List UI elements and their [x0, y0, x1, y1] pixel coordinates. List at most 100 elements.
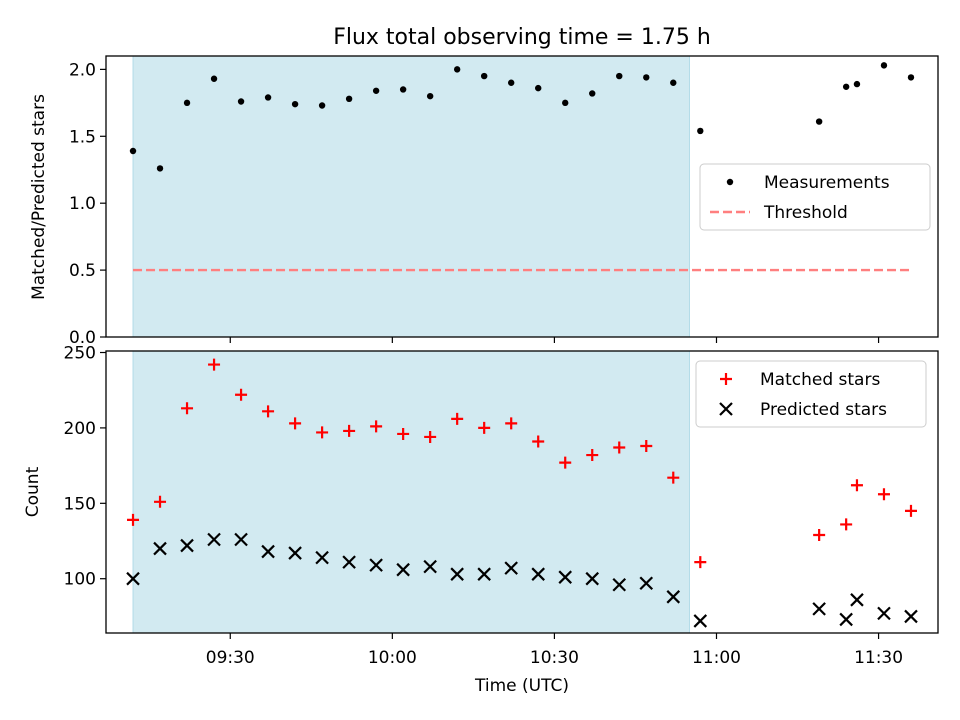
measurement-point — [237, 98, 245, 105]
matched-stars-point — [505, 417, 518, 430]
y-tick-label: 0.0 — [69, 328, 96, 348]
x-tick-label: 10:00 — [368, 648, 417, 668]
matched-stars-point — [559, 456, 572, 469]
legend-label: Measurements — [764, 173, 890, 193]
matched-stars-point — [343, 424, 356, 437]
measurement-point — [697, 127, 704, 135]
matched-stars-point — [424, 430, 437, 443]
predicted-stars-point — [639, 576, 654, 591]
measurement-point — [183, 99, 191, 107]
matched-stars-point — [667, 471, 680, 484]
predicted-stars-point — [369, 558, 383, 572]
predicted-stars-point — [153, 541, 167, 556]
matched-stars-point — [850, 479, 863, 492]
y-tick-label: 0.5 — [69, 261, 96, 281]
legend-box — [699, 163, 931, 231]
matched-stars-point — [586, 449, 599, 462]
x-tick-label: 09:30 — [206, 648, 255, 668]
x-tick-label: 11:30 — [854, 648, 903, 668]
legend-label: Threshold — [763, 203, 848, 223]
predicted-stars-point — [877, 606, 891, 621]
matched-stars-point — [127, 513, 140, 526]
measurement-point — [129, 147, 137, 155]
matched-stars-point — [613, 441, 626, 454]
measurement-point — [399, 86, 407, 93]
measurement-point — [616, 72, 623, 80]
predicted-stars-point — [850, 593, 864, 607]
measurement-point — [426, 92, 434, 100]
predicted-stars-point — [450, 567, 464, 581]
legend-predicted-marker — [719, 402, 733, 416]
measurement-point — [507, 79, 515, 86]
measurement-point — [318, 102, 326, 109]
observing-interval-shade — [132, 55, 690, 338]
count-y-axis-label: Count — [23, 466, 43, 517]
predicted-stars-point — [315, 550, 329, 565]
ratio-panel: 0.0 0.5 1.0 1.5 2.0 Measurements Threshold — [69, 55, 939, 348]
matched-stars-point — [532, 435, 545, 448]
axes-frame — [105, 55, 939, 338]
measurement-point — [372, 87, 380, 94]
legend-label: Predicted stars — [760, 400, 887, 420]
matched-stars-point — [181, 402, 194, 415]
measurement-point — [291, 100, 299, 108]
measurement-point — [562, 99, 569, 107]
predicted-stars-point — [666, 590, 681, 604]
measurement-point — [670, 79, 677, 86]
predicted-stars-point — [531, 567, 545, 581]
predicted-stars-point — [839, 612, 853, 627]
measurement-point — [535, 84, 542, 92]
measurement-point — [643, 74, 650, 81]
predicted-stars-point — [396, 562, 410, 577]
predicted-stars-point — [126, 571, 140, 586]
measurement-point — [156, 165, 164, 172]
measurement-point — [210, 75, 218, 82]
predicted-stars-point — [207, 532, 221, 547]
predicted-stars-point — [812, 602, 826, 616]
x-axis-label: Time (UTC) — [474, 676, 569, 696]
predicted-stars-point — [585, 571, 600, 586]
predicted-stars-point — [612, 577, 627, 592]
measurement-point — [589, 90, 596, 97]
legend-box — [695, 360, 927, 428]
observing-interval-shade — [132, 350, 690, 634]
matched-stars-point — [694, 556, 707, 569]
x-tick-label: 10:30 — [530, 648, 579, 668]
matched-stars-point — [640, 440, 653, 453]
matched-stars-point — [208, 358, 221, 371]
legend-matched-marker — [720, 373, 732, 385]
matched-stars-point — [478, 421, 491, 434]
ratio-y-axis-label: Matched/Predicted stars — [29, 94, 49, 300]
matched-stars-point — [235, 388, 248, 401]
matched-stars-point — [813, 528, 826, 541]
measurement-point — [453, 66, 461, 73]
y-tick-label: 200 — [64, 419, 96, 439]
matched-stars-point — [262, 405, 275, 418]
measurement-point — [264, 94, 272, 101]
y-tick-label: 1.5 — [69, 127, 96, 147]
axes-frame — [105, 350, 939, 634]
y-tick-label: 2.0 — [69, 60, 96, 80]
matched-stars-point — [397, 427, 410, 440]
predicted-stars-point — [558, 570, 572, 584]
y-tick-label: 150 — [64, 494, 96, 514]
y-tick-label: 1.0 — [69, 194, 96, 214]
predicted-stars-point — [504, 561, 518, 575]
matched-stars-point — [154, 495, 167, 508]
y-tick-label: 100 — [64, 570, 96, 590]
x-tick-label: 11:00 — [692, 648, 741, 668]
measurement-point — [853, 80, 861, 88]
legend: Matched stars Predicted stars — [695, 360, 927, 428]
predicted-stars-point — [342, 555, 356, 569]
figure-title: Flux total observing time = 1.75 h — [333, 25, 711, 50]
predicted-stars-point — [477, 567, 491, 581]
matched-stars-point — [451, 412, 464, 425]
matched-stars-point — [370, 420, 383, 433]
predicted-stars-point — [904, 609, 918, 624]
measurement-point — [880, 62, 888, 69]
predicted-stars-point — [261, 544, 275, 559]
measurement-point — [815, 118, 823, 125]
measurement-point — [480, 72, 488, 80]
predicted-stars-point — [180, 538, 194, 553]
